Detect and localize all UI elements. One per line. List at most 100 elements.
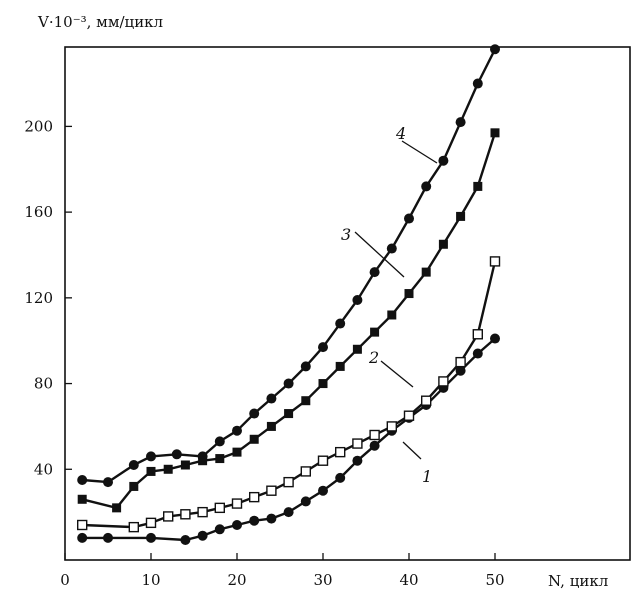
axes: 0 10 20 30 40 50 40 80 120 160 200 xyxy=(24,117,504,589)
data-point-series-2 xyxy=(162,511,174,522)
data-point-series-4 xyxy=(128,459,139,470)
data-point-series-3 xyxy=(456,211,466,221)
data-point-series-3 xyxy=(163,464,173,474)
curve-label-4-leader xyxy=(401,140,438,164)
data-point-series-1 xyxy=(77,532,88,543)
data-point-series-3 xyxy=(301,396,311,406)
data-point-series-1 xyxy=(455,365,466,376)
data-point-series-2 xyxy=(145,517,157,529)
y-tick-label: 160 xyxy=(24,203,53,221)
data-point-series-1 xyxy=(472,348,483,359)
x-tick-label: 10 xyxy=(141,571,160,589)
data-point-series-4 xyxy=(438,155,449,166)
data-point-series-3 xyxy=(215,454,225,464)
data-point-series-2 xyxy=(317,455,329,466)
data-point-series-4 xyxy=(318,342,328,353)
data-point-series-3 xyxy=(77,494,87,504)
data-point-series-3 xyxy=(387,310,397,320)
x-tick-label: 20 xyxy=(227,571,246,589)
data-point-series-1 xyxy=(232,519,242,530)
data-point-series-1 xyxy=(369,440,380,451)
curve-label-1-leader xyxy=(402,441,422,460)
series-1 xyxy=(77,333,500,545)
data-point-series-3 xyxy=(352,344,362,354)
data-point-series-1 xyxy=(335,472,346,483)
data-point-series-4 xyxy=(146,451,156,462)
data-point-series-4 xyxy=(369,267,380,278)
y-tick-label: 80 xyxy=(34,375,53,393)
curve-label-2: 2 xyxy=(368,348,379,367)
data-point-series-3 xyxy=(266,421,276,431)
data-point-series-4 xyxy=(352,294,363,305)
data-point-series-1 xyxy=(318,485,328,496)
data-point-series-4 xyxy=(404,213,414,224)
data-point-series-2 xyxy=(266,485,277,496)
data-point-series-4 xyxy=(472,78,483,89)
data-point-series-4 xyxy=(283,378,294,389)
data-point-series-1 xyxy=(146,532,156,543)
data-point-series-2 xyxy=(472,329,483,340)
data-point-series-3 xyxy=(129,481,139,491)
data-point-series-2 xyxy=(335,446,346,458)
data-point-series-2 xyxy=(76,519,88,531)
data-point-series-1 xyxy=(283,507,294,518)
y-tick-label: 40 xyxy=(34,460,53,478)
data-point-series-2 xyxy=(283,476,294,488)
data-point-series-4 xyxy=(421,181,432,192)
data-point-series-3 xyxy=(284,409,294,419)
data-point-series-3 xyxy=(370,327,380,337)
data-point-series-2 xyxy=(369,429,380,441)
data-point-series-4 xyxy=(266,393,277,404)
data-point-series-3 xyxy=(180,460,190,470)
data-point-series-4 xyxy=(386,243,397,254)
data-point-series-4 xyxy=(490,44,500,55)
curve-label-4: 4 xyxy=(395,124,406,143)
data-point-series-3 xyxy=(249,434,259,444)
plot-frame xyxy=(64,46,631,561)
data-point-series-1 xyxy=(197,530,208,541)
series-group xyxy=(76,44,501,545)
data-point-series-1 xyxy=(249,515,260,526)
data-point-series-4 xyxy=(214,436,225,447)
data-point-series-2 xyxy=(403,410,415,421)
data-point-series-4 xyxy=(300,361,311,372)
data-point-series-2 xyxy=(128,521,140,533)
data-point-series-3 xyxy=(490,128,500,138)
data-point-series-3 xyxy=(473,181,483,191)
data-point-series-2 xyxy=(421,395,432,406)
x-tick-label: 50 xyxy=(485,571,504,589)
data-point-series-4 xyxy=(335,318,346,329)
curve-label-3-leader xyxy=(354,231,405,278)
data-point-series-3 xyxy=(438,239,448,249)
series-4 xyxy=(77,44,500,488)
series-2 xyxy=(76,256,501,533)
data-point-series-2 xyxy=(386,421,397,432)
data-point-series-2 xyxy=(214,502,226,514)
data-point-series-1 xyxy=(214,524,225,535)
data-point-series-1 xyxy=(103,532,113,543)
data-point-series-4 xyxy=(171,449,182,460)
data-point-series-3 xyxy=(318,379,328,389)
data-point-series-3 xyxy=(335,361,345,371)
y-axis-title: V·10⁻³, мм/цикл xyxy=(37,13,163,31)
data-point-series-4 xyxy=(249,408,260,419)
data-point-series-2 xyxy=(180,509,191,520)
data-point-series-1 xyxy=(352,455,363,466)
data-point-series-3 xyxy=(112,503,122,513)
y-tick-label: 120 xyxy=(24,289,53,307)
data-point-series-1 xyxy=(266,513,277,524)
data-point-series-4 xyxy=(103,477,113,488)
data-point-series-2 xyxy=(438,376,449,387)
curve-label-1: 1 xyxy=(422,467,432,486)
data-point-series-4 xyxy=(232,425,242,436)
data-point-series-1 xyxy=(180,534,191,545)
series-3 xyxy=(77,128,500,513)
data-point-series-4 xyxy=(455,117,466,128)
data-point-series-2 xyxy=(248,491,260,503)
x-axis-title: N, цикл xyxy=(548,572,608,589)
curve-label-2-leader xyxy=(380,360,414,388)
data-point-series-2 xyxy=(300,466,311,477)
curve-label-3: 3 xyxy=(341,225,351,244)
data-point-series-3 xyxy=(232,447,242,457)
